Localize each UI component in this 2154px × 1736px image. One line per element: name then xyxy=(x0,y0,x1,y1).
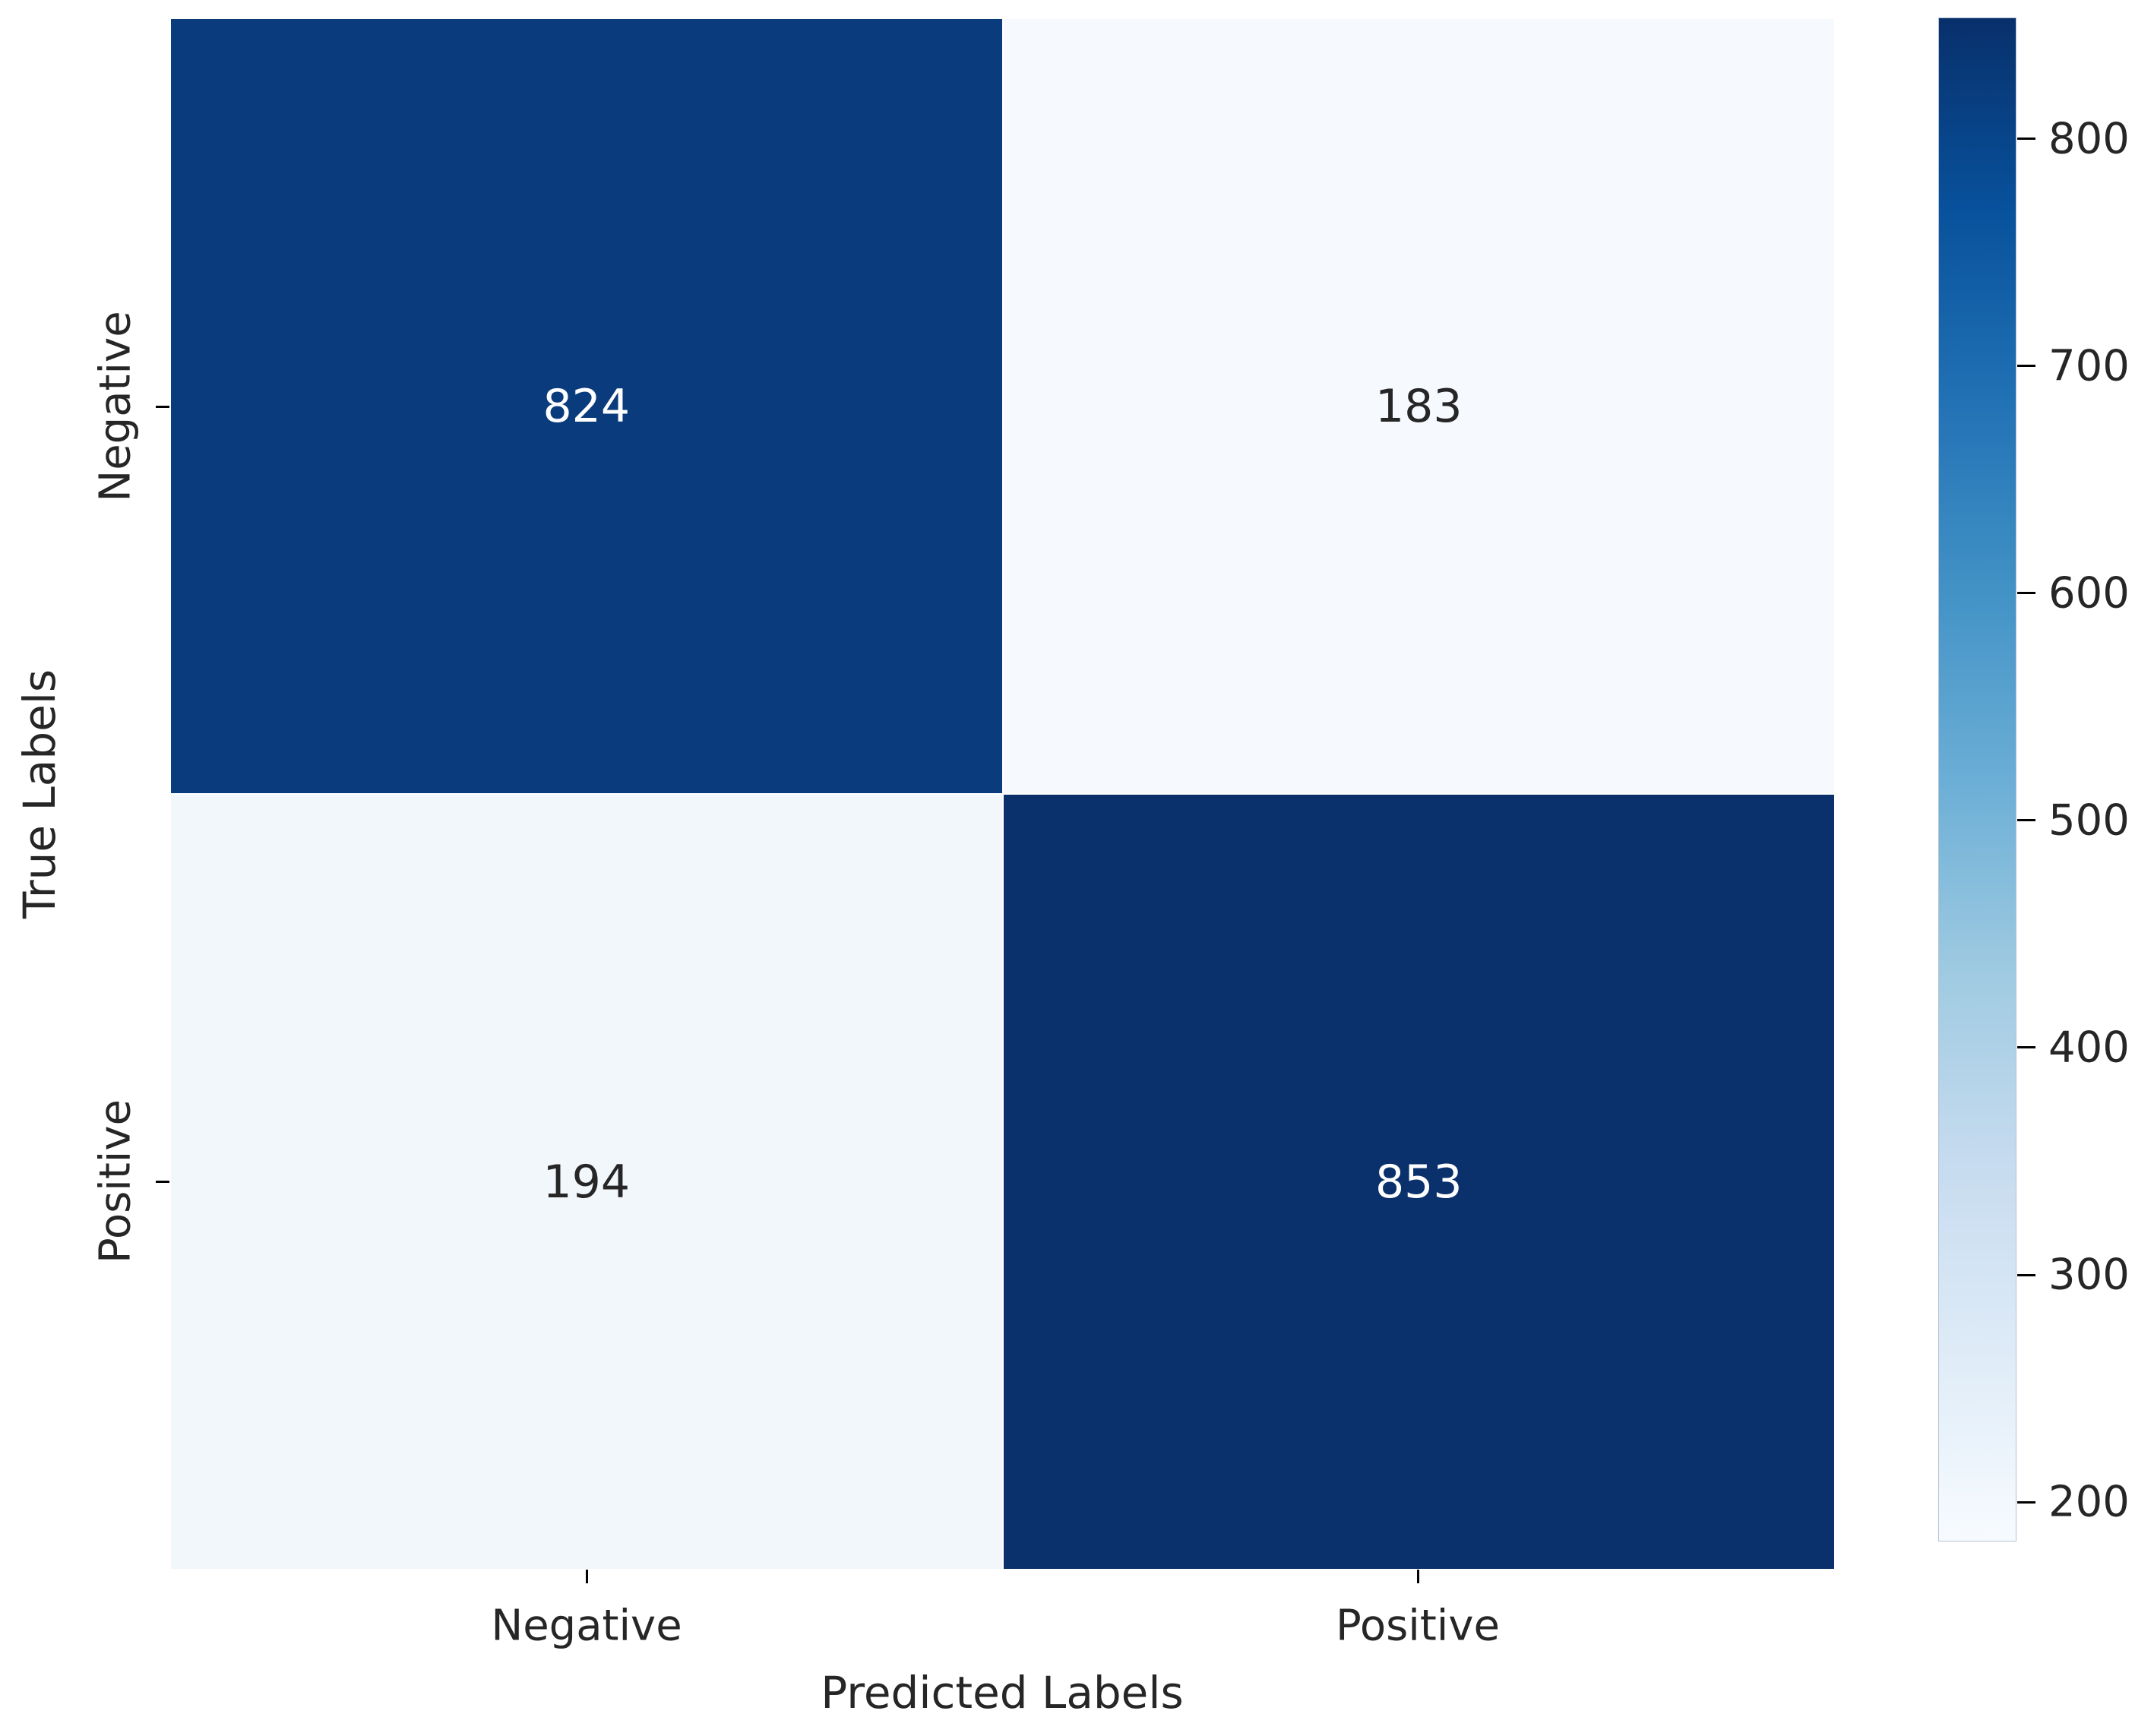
colorbar-tick-mark xyxy=(2017,1273,2035,1276)
x-tick-mark-positive xyxy=(1417,1570,1419,1583)
y-tick-label-positive: Positive xyxy=(90,1099,141,1263)
colorbar-tick-label: 500 xyxy=(2048,795,2130,846)
colorbar-tick-mark xyxy=(2017,365,2035,368)
colorbar-tick-mark xyxy=(2017,138,2035,141)
y-tick-mark-negative xyxy=(156,406,169,408)
x-tick-mark-negative xyxy=(586,1570,588,1583)
cell-true-negative-pred-negative: 824 xyxy=(171,19,1002,793)
x-tick-label-positive: Positive xyxy=(1336,1601,1500,1651)
colorbar-tick-label: 200 xyxy=(2048,1477,2130,1527)
colorbar-tick-label: 300 xyxy=(2048,1250,2130,1300)
colorbar-tick-label: 400 xyxy=(2048,1023,2130,1073)
colorbar-tick-label: 800 xyxy=(2048,114,2130,164)
cell-true-positive-pred-negative: 194 xyxy=(171,795,1002,1569)
y-axis-title: True Labels xyxy=(14,669,65,919)
y-tick-label-negative: Negative xyxy=(90,311,141,502)
heatmap-grid: 824 183 194 853 xyxy=(171,19,1834,1569)
colorbar-tick-label: 600 xyxy=(2048,568,2130,618)
colorbar-tick-label: 700 xyxy=(2048,341,2130,391)
y-tick-mark-positive xyxy=(156,1181,169,1183)
cell-value: 194 xyxy=(542,1155,631,1209)
colorbar-tick-mark xyxy=(2017,1046,2035,1049)
colorbar-tick-mark xyxy=(2017,1500,2035,1504)
colorbar-gradient xyxy=(1938,17,2016,1542)
x-tick-label-negative: Negative xyxy=(491,1601,682,1651)
cell-true-positive-pred-positive: 853 xyxy=(1003,795,1834,1569)
cell-value: 824 xyxy=(542,379,631,433)
cell-value: 183 xyxy=(1374,379,1463,433)
cell-true-negative-pred-positive: 183 xyxy=(1003,19,1834,793)
x-axis-title: Predicted Labels xyxy=(821,1667,1184,1719)
cell-value: 853 xyxy=(1374,1155,1463,1209)
colorbar-tick-mark xyxy=(2017,592,2035,595)
colorbar-tick-mark xyxy=(2017,819,2035,822)
